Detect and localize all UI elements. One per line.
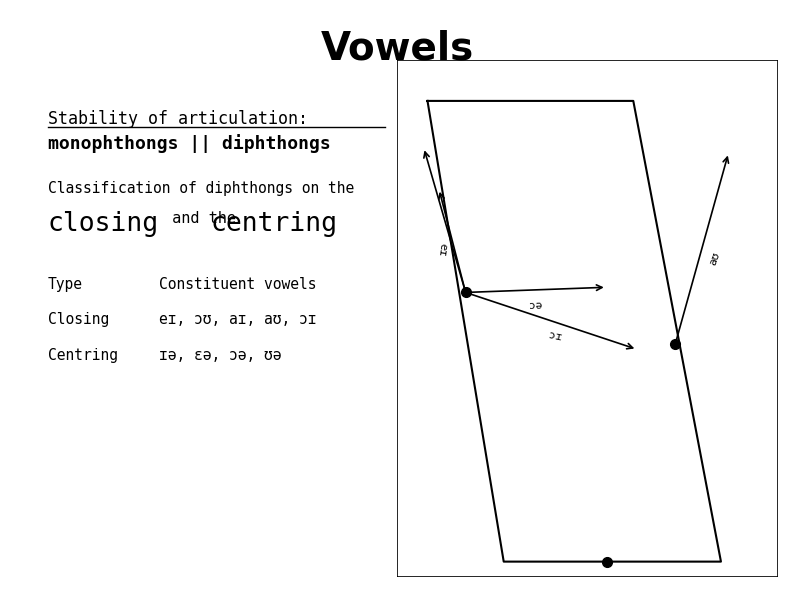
Text: Vowels: Vowels <box>320 30 474 68</box>
Text: and the: and the <box>163 211 245 226</box>
Text: monophthongs || diphthongs: monophthongs || diphthongs <box>48 134 330 153</box>
Text: Stability of articulation:: Stability of articulation: <box>48 110 307 128</box>
Text: Closing: Closing <box>48 312 109 327</box>
Text: ɔə: ɔə <box>529 300 543 311</box>
Text: eɪ, ɔʊ, aɪ, aʊ, ɔɪ: eɪ, ɔʊ, aɪ, aʊ, ɔɪ <box>159 312 316 327</box>
Text: centring: centring <box>210 211 337 237</box>
Text: Centring: Centring <box>48 348 118 363</box>
Text: aʊ: aʊ <box>708 250 723 267</box>
Text: Constituent vowels: Constituent vowels <box>159 277 316 292</box>
Text: closing: closing <box>48 211 159 237</box>
Text: ɔɪ: ɔɪ <box>548 330 563 343</box>
Text: Type: Type <box>48 277 83 292</box>
Text: ɪə, ɛə, ɔə, ʊə: ɪə, ɛə, ɔə, ʊə <box>159 348 281 363</box>
Text: ɪə: ɪə <box>437 241 449 256</box>
Text: Classification of diphthongs on the: Classification of diphthongs on the <box>48 181 354 196</box>
